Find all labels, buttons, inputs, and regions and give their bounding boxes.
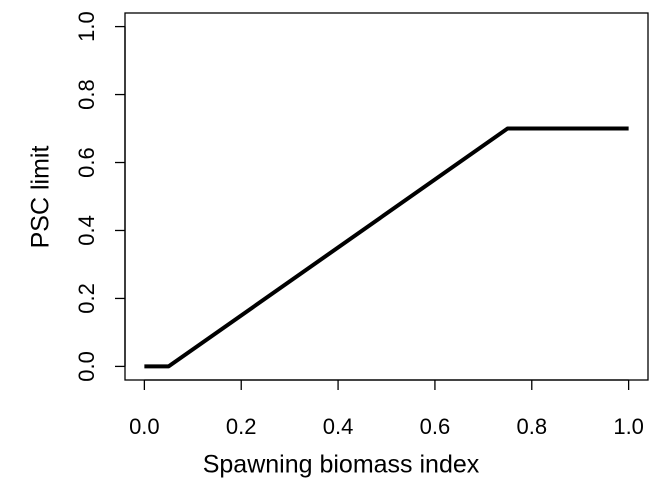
x-tick-label: 1.0 [613, 414, 644, 439]
y-tick-label: 0.4 [74, 215, 99, 246]
y-tick-label: 0.2 [74, 283, 99, 314]
data-line [144, 126, 629, 369]
x-tick-label: 0.2 [226, 414, 257, 439]
x-tick-label: 0.4 [323, 414, 354, 439]
y-tick-label: 1.0 [74, 11, 99, 42]
y-tick-label: 0.8 [74, 79, 99, 110]
x-tick-label: 0.6 [420, 414, 451, 439]
y-tick-label: 0.0 [74, 351, 99, 382]
plot-box [124, 12, 649, 381]
x-axis-title: Spawning biomass index [203, 451, 480, 479]
y-axis-title: PSC limit [27, 146, 55, 249]
x-tick-label: 0.0 [129, 414, 160, 439]
x-tick-label: 0.8 [516, 414, 547, 439]
y-tick-label: 0.6 [74, 147, 99, 178]
